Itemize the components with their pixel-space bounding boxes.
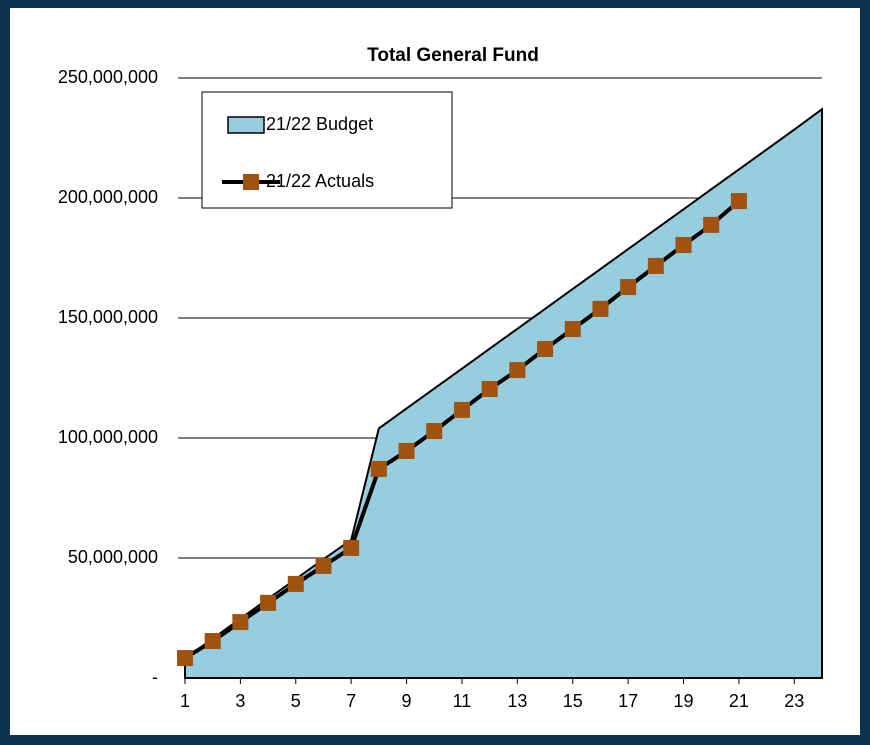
actuals-marker	[315, 557, 332, 574]
actuals-marker	[564, 321, 581, 338]
actuals-marker	[647, 257, 664, 274]
actuals-marker	[204, 633, 221, 650]
x-tick-label: 21	[729, 691, 749, 711]
actuals-marker	[426, 423, 443, 440]
x-tick-label: 1	[180, 691, 190, 711]
x-tick-label: 7	[346, 691, 356, 711]
x-tick-label: 3	[235, 691, 245, 711]
actuals-marker	[537, 340, 554, 357]
legend-marker	[243, 174, 259, 190]
x-tick-label: 13	[507, 691, 527, 711]
y-tick-label: 50,000,000	[68, 547, 158, 567]
actuals-marker	[620, 279, 637, 296]
actuals-marker	[703, 216, 720, 233]
actuals-marker	[398, 442, 415, 459]
actuals-marker	[481, 381, 498, 398]
actuals-marker	[177, 650, 193, 667]
x-tick-label: 5	[291, 691, 301, 711]
x-tick-label: 15	[563, 691, 583, 711]
x-tick-label: 23	[784, 691, 804, 711]
actuals-marker	[343, 539, 360, 556]
chart-title: Total General Fund	[367, 45, 539, 66]
y-tick-label: 150,000,000	[58, 307, 158, 327]
actuals-marker	[509, 362, 526, 379]
actuals-marker	[730, 193, 747, 210]
legend-label: 21/22 Budget	[266, 114, 373, 134]
actuals-marker	[453, 401, 470, 418]
legend-swatch	[227, 116, 265, 134]
y-tick-label: 250,000,000	[58, 67, 158, 87]
actuals-marker	[675, 237, 692, 254]
x-tick-label: 9	[402, 691, 412, 711]
x-tick-label: 11	[453, 691, 472, 711]
y-tick-label: -	[152, 667, 158, 687]
legend-label: 21/22 Actuals	[266, 171, 374, 191]
y-tick-label: 100,000,000	[58, 427, 158, 447]
actuals-marker	[232, 614, 249, 631]
x-tick-label: 17	[618, 691, 638, 711]
x-tick-label: 19	[674, 691, 694, 711]
actuals-marker	[370, 460, 387, 477]
actuals-marker	[592, 300, 609, 317]
actuals-marker	[260, 594, 277, 611]
y-tick-label: 200,000,000	[58, 187, 158, 207]
budget-area	[184, 107, 823, 679]
actuals-marker	[287, 575, 304, 592]
